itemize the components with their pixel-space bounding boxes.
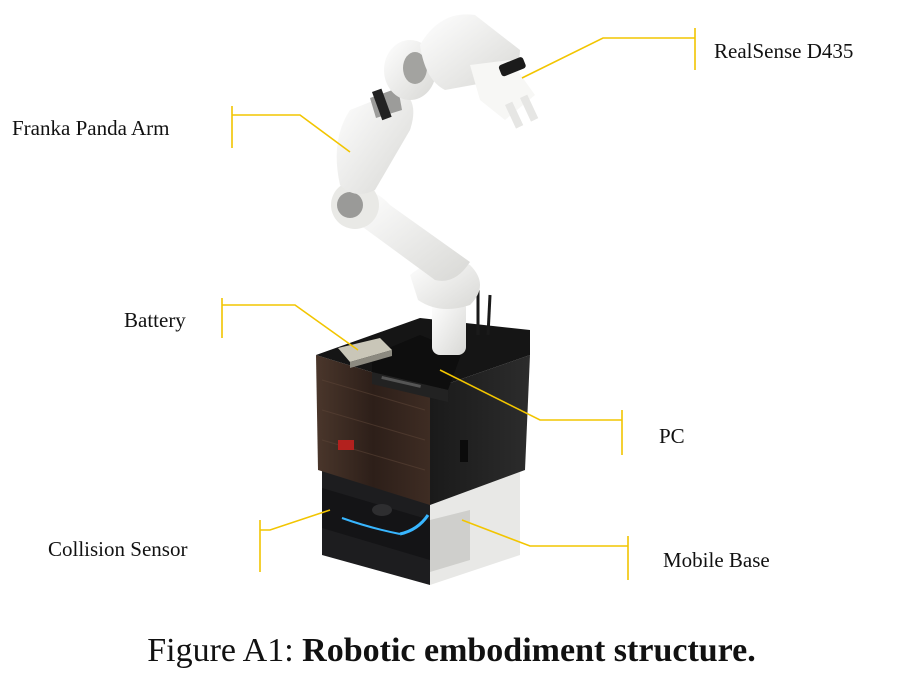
battery-unit bbox=[338, 338, 392, 368]
mobile-base-body bbox=[322, 460, 520, 585]
leader-line-mobile-base bbox=[461, 519, 628, 547]
label-battery: Battery bbox=[124, 308, 186, 332]
caption-prefix: Figure A1: bbox=[147, 632, 294, 669]
franka-arm bbox=[331, 14, 539, 355]
label-collision-sensor: Collision Sensor bbox=[48, 537, 188, 561]
figure-caption: Figure A1: Robotic embodiment structure. bbox=[0, 632, 903, 670]
cabinet-body bbox=[316, 318, 530, 505]
caption-title: Robotic embodiment structure. bbox=[302, 632, 756, 669]
leader-line-realsense bbox=[521, 37, 695, 79]
label-pc: PC bbox=[659, 424, 685, 448]
leader-line-pc bbox=[439, 369, 622, 421]
label-mobile-base: Mobile Base bbox=[663, 548, 770, 572]
label-franka-panda-arm: Franka Panda Arm bbox=[12, 116, 170, 140]
leader-line-franka bbox=[232, 114, 351, 153]
label-realsense-d435: RealSense D435 bbox=[714, 39, 854, 63]
leader-line-battery bbox=[222, 304, 359, 351]
leader-line-collision bbox=[260, 509, 331, 531]
